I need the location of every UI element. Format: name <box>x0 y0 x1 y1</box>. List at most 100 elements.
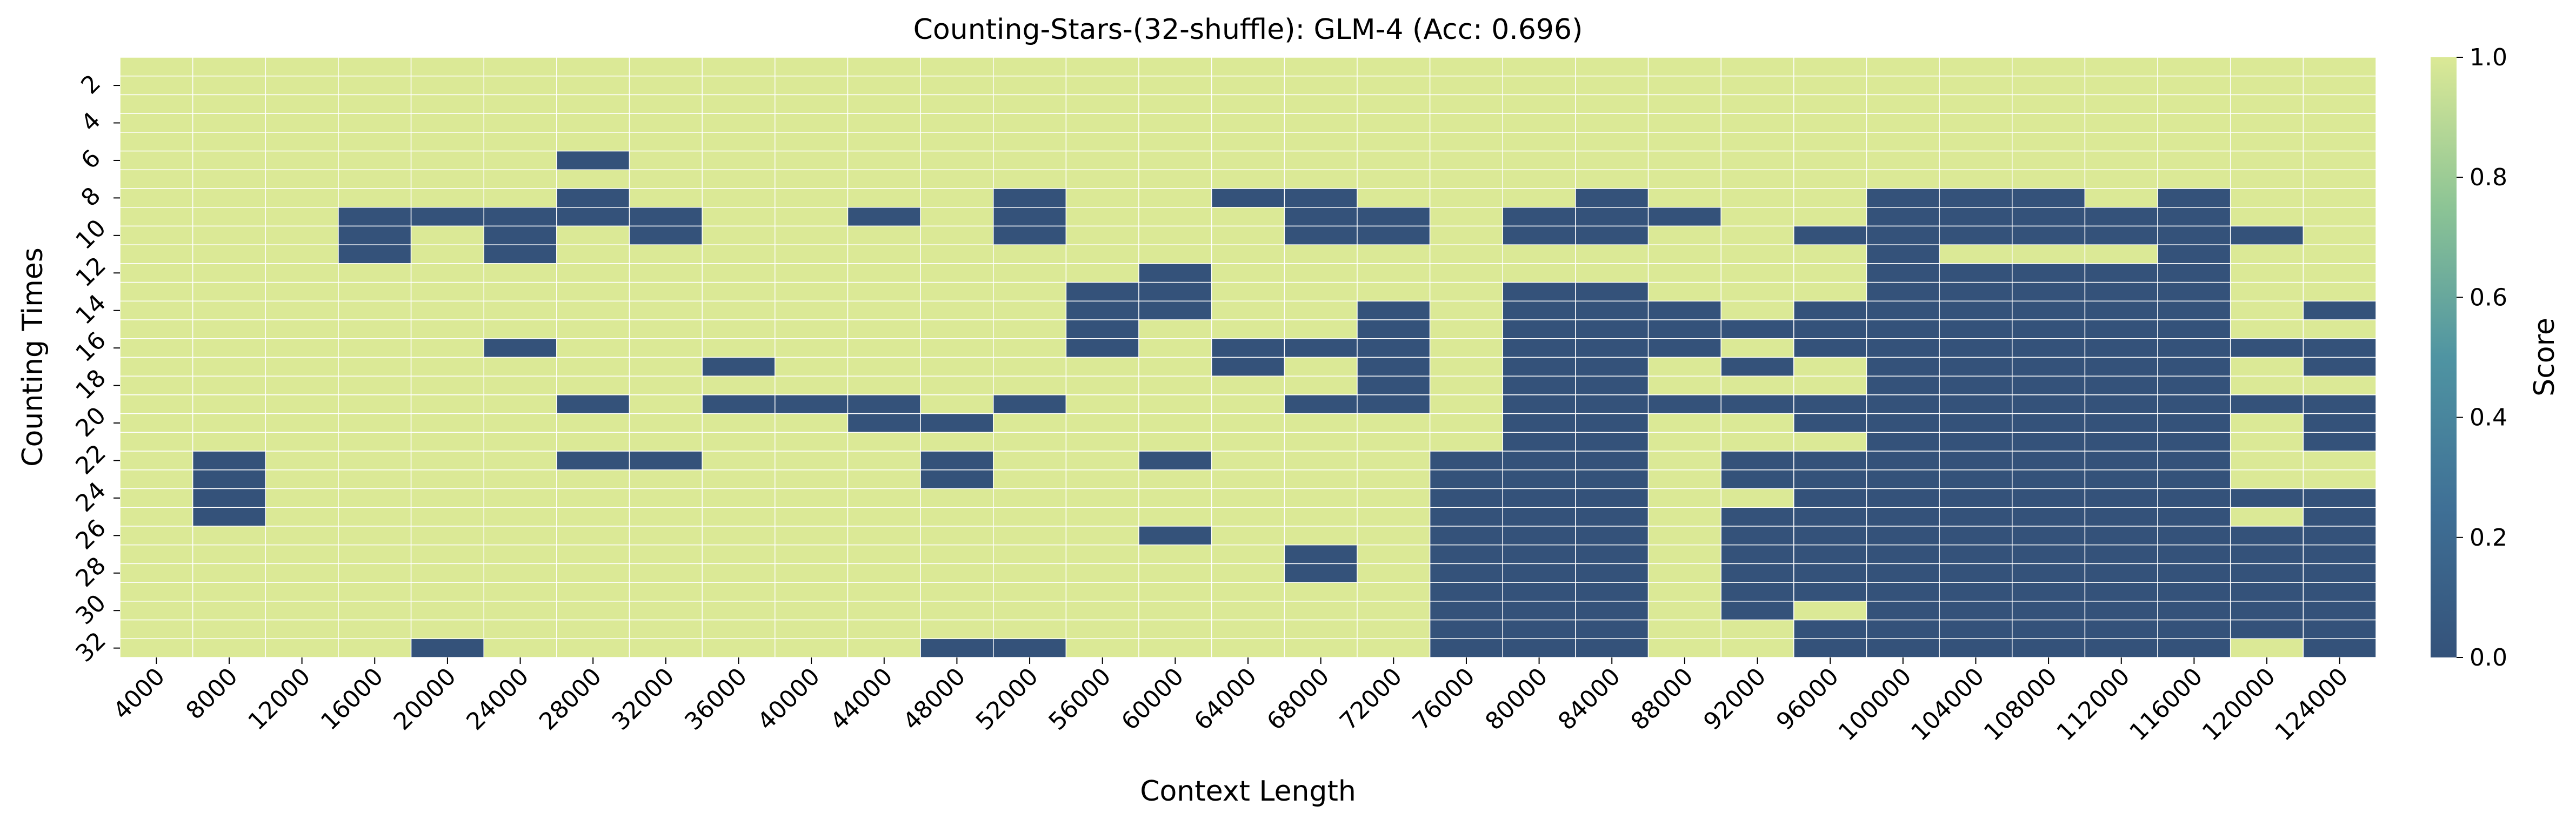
heatmap-cell <box>1284 132 1358 152</box>
heatmap-cell <box>847 57 921 77</box>
heatmap-cell <box>410 563 484 583</box>
heatmap-cell <box>483 338 557 358</box>
heatmap-cell <box>265 432 339 452</box>
heatmap-cell <box>2230 263 2304 283</box>
heatmap-cell <box>1138 132 1212 152</box>
heatmap-cell <box>1720 263 1794 283</box>
heatmap-cell <box>1720 94 1794 114</box>
heatmap-cell <box>629 169 703 189</box>
heatmap-cell <box>1502 507 1576 527</box>
heatmap-cell <box>1065 544 1139 565</box>
heatmap-cell <box>1357 563 1431 583</box>
heatmap-cell <box>847 544 921 565</box>
x-tick-label: 72000 <box>1334 663 1407 736</box>
heatmap-cell <box>2012 225 2086 245</box>
heatmap-cell <box>1939 507 2013 527</box>
heatmap-cell <box>1939 413 2013 433</box>
heatmap-cell <box>1793 319 1867 339</box>
heatmap-cell <box>1647 300 1721 320</box>
heatmap-cell <box>1138 507 1212 527</box>
heatmap-cell <box>2230 582 2304 602</box>
heatmap-cell <box>1647 169 1721 189</box>
heatmap-cell <box>1793 432 1867 452</box>
heatmap-cell <box>1284 638 1358 658</box>
heatmap-cell <box>265 319 339 339</box>
heatmap-cell <box>1211 338 1285 358</box>
heatmap-cell <box>265 225 339 245</box>
heatmap-cell <box>2303 582 2377 602</box>
heatmap-cell <box>556 601 630 621</box>
heatmap-cell <box>556 207 630 227</box>
heatmap-cell <box>192 319 266 339</box>
heatmap-cell <box>192 375 266 395</box>
heatmap-cell <box>629 300 703 320</box>
heatmap-cell <box>1793 582 1867 602</box>
heatmap-cell <box>2230 432 2304 452</box>
heatmap-cell <box>1065 526 1139 546</box>
x-tick-label: 20000 <box>389 663 462 736</box>
heatmap-cell <box>1284 113 1358 133</box>
heatmap-cell <box>1575 413 1649 433</box>
heatmap-cell <box>2230 544 2304 565</box>
heatmap-cell <box>775 75 849 96</box>
y-tick-label: 8 <box>76 182 106 212</box>
heatmap-cell <box>2084 338 2158 358</box>
heatmap-cell <box>119 488 193 508</box>
heatmap-cell <box>410 113 484 133</box>
heatmap-cell <box>1720 225 1794 245</box>
heatmap-cell <box>2157 150 2231 171</box>
heatmap-cell <box>1575 357 1649 377</box>
heatmap-cell <box>1357 413 1431 433</box>
heatmap-cell <box>265 263 339 283</box>
heatmap-cell <box>2157 169 2231 189</box>
heatmap-cell <box>629 619 703 640</box>
heatmap-cell <box>1065 413 1139 433</box>
heatmap-cell <box>556 638 630 658</box>
heatmap-cell <box>1939 169 2013 189</box>
heatmap-cell <box>2303 169 2377 189</box>
heatmap-cell <box>410 619 484 640</box>
heatmap-cell <box>1502 263 1576 283</box>
heatmap-cell <box>265 207 339 227</box>
heatmap-cell <box>119 544 193 565</box>
heatmap-cell <box>992 563 1067 583</box>
heatmap-cell <box>1866 451 1940 471</box>
heatmap-cell <box>992 188 1067 208</box>
heatmap-cell <box>1284 57 1358 77</box>
heatmap-cell <box>338 394 412 414</box>
heatmap-cell <box>775 507 849 527</box>
heatmap-cell <box>775 638 849 658</box>
heatmap-cell <box>1939 451 2013 471</box>
heatmap-cell <box>1502 619 1576 640</box>
heatmap-cell <box>1357 394 1431 414</box>
x-tick-label: 12000 <box>243 663 316 736</box>
heatmap-cell <box>1939 488 2013 508</box>
heatmap-cell <box>1502 338 1576 358</box>
heatmap-cell <box>1284 563 1358 583</box>
heatmap-cell <box>338 601 412 621</box>
heatmap-cell <box>2084 601 2158 621</box>
x-tick-label: 24000 <box>461 663 534 736</box>
heatmap-cell <box>1357 94 1431 114</box>
colorbar-label: Score <box>2528 318 2561 397</box>
heatmap-cell <box>1138 113 1212 133</box>
x-tick-label: 120000 <box>2197 663 2281 747</box>
heatmap-cell <box>629 188 703 208</box>
heatmap-cell <box>192 300 266 320</box>
heatmap-cell <box>192 225 266 245</box>
heatmap-cell <box>847 207 921 227</box>
heatmap-cell <box>1793 94 1867 114</box>
heatmap-cell <box>1502 357 1576 377</box>
heatmap-cell <box>1720 169 1794 189</box>
heatmap-cell <box>992 338 1067 358</box>
heatmap-cell <box>775 375 849 395</box>
heatmap-cell <box>2012 57 2086 77</box>
x-tick-label: 44000 <box>825 663 898 736</box>
heatmap-cell <box>338 263 412 283</box>
heatmap-cell <box>2012 563 2086 583</box>
heatmap-cell <box>1138 338 1212 358</box>
heatmap-cell <box>702 582 776 602</box>
heatmap-cell <box>1138 432 1212 452</box>
heatmap-cell <box>1575 526 1649 546</box>
heatmap-cell <box>702 113 776 133</box>
